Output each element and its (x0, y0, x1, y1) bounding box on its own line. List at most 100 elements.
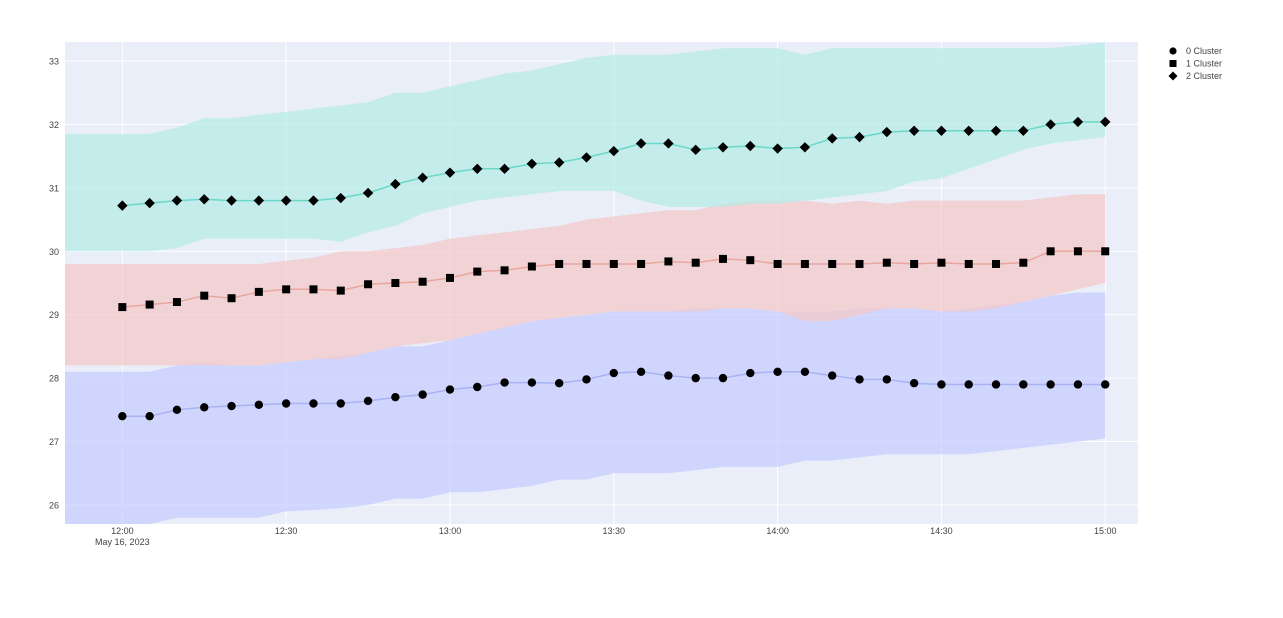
data-point-1-cluster (937, 258, 946, 267)
data-point-1-cluster (418, 277, 427, 286)
x-tick-label: 14:00 (766, 526, 789, 536)
data-point-0-cluster (500, 378, 509, 387)
data-point-0-cluster (1046, 380, 1055, 389)
data-point-1-cluster (992, 259, 1001, 268)
y-tick-label: 27 (49, 437, 59, 447)
data-point-1-cluster (145, 300, 154, 309)
x-tick-sublabel: May 16, 2023 (95, 537, 150, 547)
data-point-1-cluster (473, 267, 482, 276)
data-point-0-cluster (609, 368, 618, 378)
confidence-band-0-cluster (65, 292, 1106, 524)
legend-marker-diamond (1168, 71, 1178, 81)
data-point-0-cluster (145, 411, 154, 421)
data-point-0-cluster (746, 368, 755, 378)
data-point-1-cluster (200, 291, 209, 300)
data-point-0-cluster (1073, 380, 1083, 389)
data-point-2-cluster (963, 125, 974, 136)
legend-label: 1 Cluster (1186, 59, 1222, 69)
data-point-1-cluster (118, 303, 127, 312)
data-point-1-cluster (746, 256, 755, 265)
data-point-2-cluster (717, 142, 729, 153)
data-point-0-cluster (991, 380, 1001, 389)
data-point-0-cluster (554, 379, 564, 388)
data-point-1-cluster (609, 259, 618, 268)
data-point-1-cluster (691, 258, 700, 267)
data-point-0-cluster (363, 396, 373, 406)
data-point-2-cluster (280, 195, 292, 206)
data-point-2-cluster (335, 192, 346, 204)
data-point-2-cluster (226, 195, 237, 206)
data-point-2-cluster (417, 172, 428, 183)
data-point-2-cluster (908, 125, 920, 136)
data-point-2-cluster (444, 167, 456, 178)
data-point-1-cluster (1101, 247, 1110, 256)
data-point-0-cluster (691, 373, 700, 383)
data-point-1-cluster (500, 266, 509, 275)
data-point-2-cluster (1100, 116, 1111, 128)
data-point-0-cluster (855, 375, 864, 384)
data-point-0-cluster (172, 405, 182, 415)
plot-data (65, 42, 1111, 524)
data-point-2-cluster (772, 143, 783, 154)
data-point-1-cluster (910, 259, 919, 268)
data-point-0-cluster (527, 378, 537, 387)
data-point-0-cluster (664, 371, 673, 380)
data-point-2-cluster (117, 200, 128, 211)
data-point-2-cluster (390, 178, 401, 190)
data-point-2-cluster (1018, 125, 1029, 136)
data-point-0-cluster (937, 380, 946, 389)
x-tick-label: 12:00 (111, 526, 134, 536)
data-point-1-cluster (254, 287, 263, 296)
data-point-0-cluster (418, 390, 427, 399)
y-tick-label: 29 (49, 310, 59, 320)
y-tick-label: 31 (49, 183, 59, 193)
data-point-0-cluster (281, 399, 291, 408)
data-point-0-cluster (882, 375, 892, 384)
data-point-1-cluster (855, 259, 864, 268)
data-point-0-cluster (445, 385, 455, 394)
data-point-2-cluster (199, 194, 210, 205)
data-point-1-cluster (555, 259, 564, 268)
legend-label: 0 Cluster (1186, 46, 1222, 56)
data-point-2-cluster (553, 157, 565, 168)
x-tick-label: 12:30 (275, 526, 298, 536)
y-tick-label: 28 (49, 374, 59, 384)
data-point-1-cluster (828, 259, 837, 268)
data-point-2-cluster (581, 152, 592, 163)
x-tick-label: 13:00 (439, 526, 462, 536)
data-point-2-cluster (526, 158, 538, 169)
data-point-2-cluster (1072, 116, 1084, 128)
data-point-0-cluster (309, 399, 318, 408)
data-point-1-cluster (582, 259, 591, 268)
data-point-1-cluster (172, 298, 181, 307)
y-tick-label: 32 (49, 120, 59, 130)
data-point-0-cluster (582, 375, 591, 384)
y-tick-label: 26 (49, 500, 59, 510)
data-point-1-cluster (445, 273, 454, 282)
data-point-2-cluster (799, 142, 811, 153)
legend-label: 2 Cluster (1186, 71, 1222, 81)
data-point-0-cluster (718, 373, 728, 383)
data-point-0-cluster (828, 371, 837, 380)
data-point-0-cluster (254, 400, 264, 409)
data-point-2-cluster (171, 195, 183, 206)
data-point-2-cluster (936, 125, 947, 136)
data-point-2-cluster (990, 125, 1002, 136)
data-point-2-cluster (827, 133, 838, 144)
data-point-2-cluster (854, 131, 865, 143)
data-point-0-cluster (636, 367, 646, 376)
data-point-1-cluster (227, 294, 236, 303)
data-point-2-cluster (499, 163, 510, 175)
data-point-1-cluster (527, 262, 536, 271)
data-point-1-cluster (1019, 258, 1028, 267)
data-point-0-cluster (118, 411, 127, 421)
data-point-0-cluster (473, 382, 482, 392)
data-point-0-cluster (1019, 380, 1028, 389)
x-tick-label: 14:30 (930, 526, 953, 536)
data-point-1-cluster (336, 286, 345, 295)
data-point-1-cluster (637, 259, 646, 268)
data-point-2-cluster (472, 163, 483, 175)
data-point-1-cluster (882, 258, 891, 267)
